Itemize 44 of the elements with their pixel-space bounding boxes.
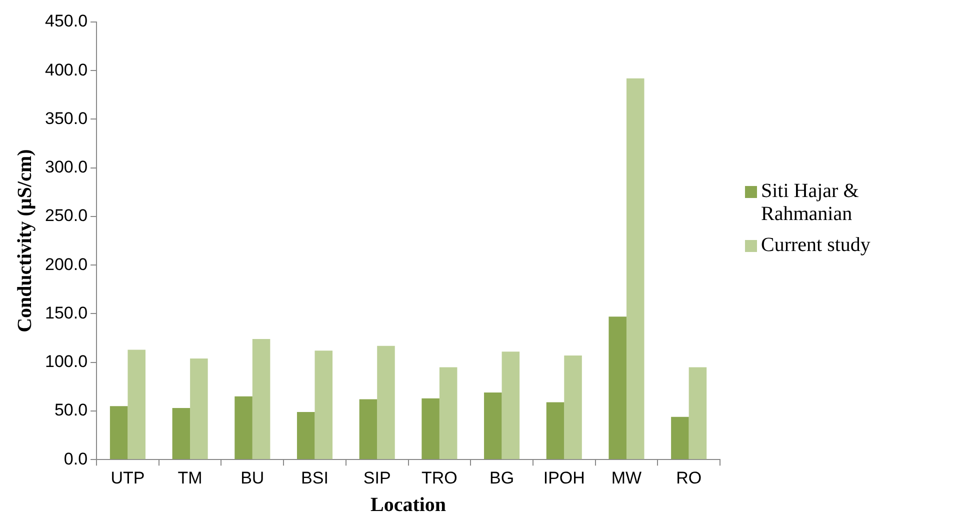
- bar: [190, 358, 208, 460]
- bar: [314, 350, 333, 460]
- bar: [671, 416, 689, 460]
- bar: [128, 350, 146, 460]
- x-axis-title: Location: [370, 494, 446, 516]
- y-tick-label: 150.0: [44, 303, 88, 322]
- legend-label: Siti Hajar & Rahmanian: [761, 180, 860, 226]
- x-tick-label: TRO: [422, 468, 458, 488]
- y-tick-label: 350.0: [44, 108, 88, 128]
- x-tick-label: IPOH: [543, 468, 585, 488]
- bar: [626, 78, 644, 460]
- y-tick-label: 300.0: [44, 158, 88, 177]
- bar: [110, 406, 128, 460]
- bar: [564, 356, 582, 460]
- bar: [546, 402, 564, 460]
- bar: [296, 412, 315, 460]
- x-tick-label: UTP: [110, 468, 145, 488]
- bar: [422, 398, 440, 460]
- y-tick-label: 400.0: [44, 60, 88, 80]
- bar: [502, 352, 520, 460]
- x-tick-label: SIP: [363, 468, 391, 488]
- y-tick-label: 450.0: [44, 12, 88, 31]
- y-axis-title: Conductivity (µS/cm): [14, 149, 36, 332]
- bar: [252, 339, 270, 460]
- bar: [377, 346, 395, 460]
- x-tick-label: RO: [676, 468, 702, 488]
- legend-label: Current study: [761, 234, 870, 257]
- x-tick-label: BSI: [301, 468, 328, 488]
- bar: [359, 399, 378, 460]
- y-tick-label: 50.0: [54, 400, 88, 420]
- x-tick-label: TM: [178, 468, 202, 488]
- y-tick-label: 250.0: [44, 206, 88, 226]
- bar: [439, 367, 458, 460]
- bar: [484, 392, 502, 460]
- x-tick-label: BG: [490, 468, 514, 488]
- y-tick-label: 0.0: [64, 449, 88, 468]
- bar: [688, 367, 707, 460]
- bar: [172, 408, 190, 460]
- x-tick-label: MW: [611, 468, 642, 488]
- bar: [234, 396, 252, 460]
- x-tick-label: BU: [240, 468, 264, 488]
- bar: [608, 316, 626, 460]
- y-tick-label: 100.0: [44, 352, 88, 372]
- y-tick-label: 200.0: [44, 254, 88, 274]
